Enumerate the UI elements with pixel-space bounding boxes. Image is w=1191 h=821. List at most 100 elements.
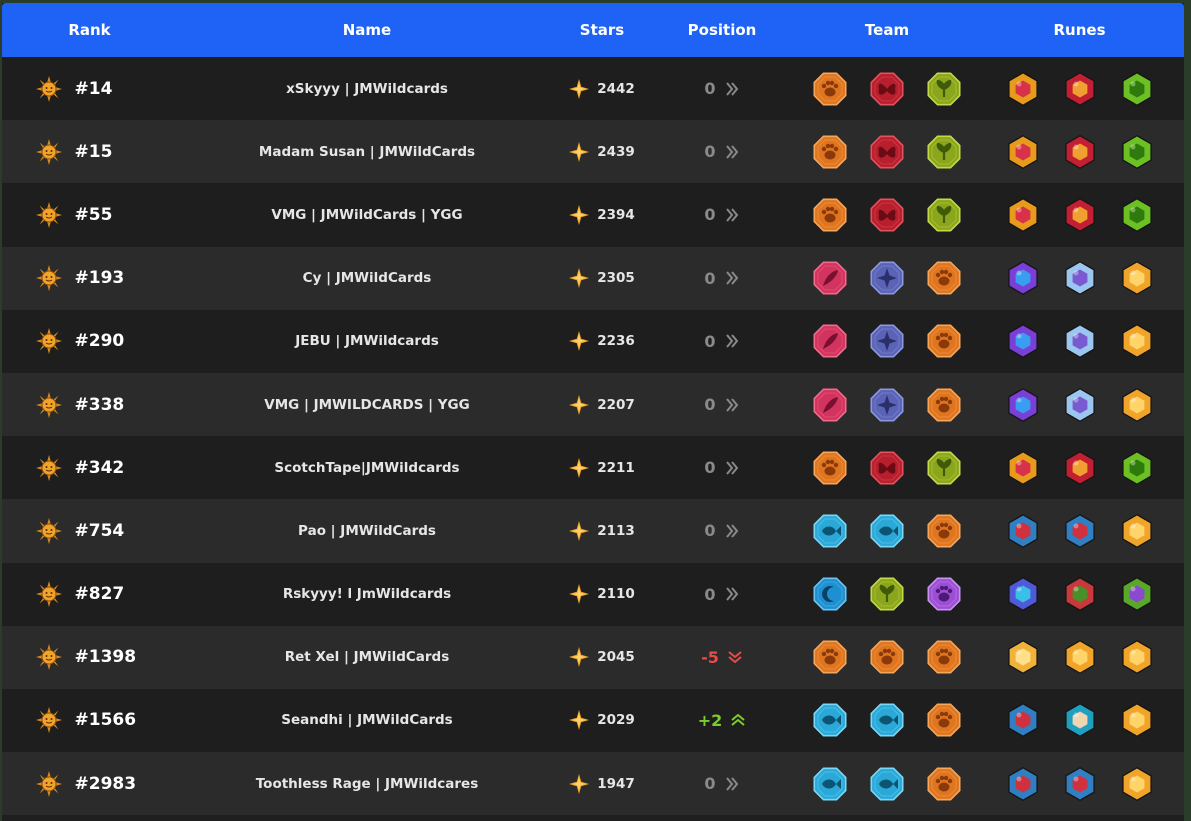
gold-honeycomb-rune-icon xyxy=(1121,387,1152,422)
team-badges xyxy=(812,639,962,675)
fish-icon xyxy=(870,767,904,801)
position-change: 0 xyxy=(704,142,716,162)
rune-badges xyxy=(1005,576,1155,612)
team-cell xyxy=(797,387,977,423)
runes-cell xyxy=(977,450,1182,486)
position-change: -5 xyxy=(701,647,719,667)
stars-cell: 2045 xyxy=(557,647,647,668)
rune-badges xyxy=(1005,197,1155,233)
paw-icon xyxy=(927,324,961,358)
table-row[interactable]: #14 xSkyyy | JMWildcards 2442 0 xyxy=(2,57,1184,121)
player-name[interactable]: VMG | JMWildCards | YGG xyxy=(271,206,463,223)
paw-icon xyxy=(813,72,847,106)
rank-sun-icon xyxy=(35,644,62,671)
player-name[interactable]: Madam Susan | JMWildCards xyxy=(258,143,476,160)
header-rank: Rank xyxy=(68,21,111,39)
rank-number: #14 xyxy=(74,78,113,99)
table-row[interactable]: #827 Rskyyy! l JmWildcards 2110 0 xyxy=(2,562,1184,626)
player-name[interactable]: Ret Xel | JMWildCards xyxy=(284,649,450,666)
rune-badges xyxy=(1005,766,1155,802)
compass-icon xyxy=(870,324,904,358)
player-name[interactable]: JEBU | JMWildcards xyxy=(295,333,439,350)
chevron-right-double-icon xyxy=(725,587,738,601)
rank-number: #1566 xyxy=(74,710,137,731)
rank-sun-icon xyxy=(35,328,62,355)
position-wrap: 0 xyxy=(704,79,739,98)
blue-red-swirl-rune-icon xyxy=(1007,766,1038,801)
ghost-rune-icon xyxy=(1064,387,1095,422)
stars-wrap: 2045 xyxy=(569,647,635,668)
table-row[interactable]: #342 ScotchTape|JMWildcards 2211 0 xyxy=(2,436,1184,500)
position-change: +2 xyxy=(697,710,723,730)
stars-value: 2113 xyxy=(597,522,635,539)
team-cell xyxy=(797,134,977,170)
player-name[interactable]: Seandhi | JMWildCards xyxy=(281,712,453,729)
runes-cell xyxy=(977,134,1182,170)
compass-icon xyxy=(870,261,904,295)
stars-wrap: 2113 xyxy=(569,520,635,541)
rank-number: #2983 xyxy=(74,773,137,794)
blue-red-swirl-rune-icon xyxy=(1007,513,1038,548)
player-name[interactable]: Pao | JMWildCards xyxy=(298,522,436,539)
rank-wrap: #342 xyxy=(35,454,145,482)
name-cell: JEBU | JMWildcards xyxy=(177,333,557,349)
rank-cell: #342 xyxy=(2,454,177,482)
stars-value: 2236 xyxy=(597,333,635,350)
star-icon xyxy=(569,457,590,478)
green-gem-rune-icon xyxy=(1121,134,1152,169)
gold-red-rune-icon xyxy=(1007,197,1038,232)
position-wrap: 0 xyxy=(704,395,739,414)
rune-badges xyxy=(1005,71,1155,107)
table-row[interactable]: #2983 Toothless Rage | JMWildcares 1947 0 xyxy=(2,752,1184,816)
player-name[interactable]: Toothless Rage | JMWildcares xyxy=(255,775,479,792)
stars-wrap: 2236 xyxy=(569,331,635,352)
team-badges xyxy=(812,323,962,359)
team-badges xyxy=(812,197,962,233)
rank-cell: #754 xyxy=(2,517,177,545)
position-cell: 0 xyxy=(647,774,797,793)
sprout-icon xyxy=(927,451,961,485)
player-name[interactable]: Rskyyy! l JmWildcards xyxy=(282,586,452,603)
paw-icon xyxy=(927,767,961,801)
table-row[interactable]: #290 JEBU | JMWildcards 2236 0 xyxy=(2,309,1184,373)
player-name[interactable]: ScotchTape|JMWildcards xyxy=(274,459,460,476)
blue-red-swirl-rune-icon xyxy=(1007,703,1038,738)
position-wrap: +2 xyxy=(698,711,747,730)
runes-cell xyxy=(977,639,1182,675)
player-name[interactable]: Cy | JMWildCards xyxy=(302,270,432,287)
rune-badges xyxy=(1005,323,1155,359)
table-row[interactable]: #15 Madam Susan | JMWildCards 2439 0 xyxy=(2,120,1184,184)
table-row[interactable]: #193 Cy | JMWildCards 2305 0 xyxy=(2,246,1184,310)
rune-badges xyxy=(1005,134,1155,170)
player-name[interactable]: VMG | JMWILDCARDS | YGG xyxy=(264,396,470,413)
runes-cell xyxy=(977,576,1182,612)
red-stacks-rune-icon xyxy=(1064,71,1095,106)
table-row[interactable]: #1566 Seandhi | JMWildCards 2029 +2 xyxy=(2,688,1184,753)
fish-icon xyxy=(870,514,904,548)
team-badges xyxy=(812,260,962,296)
chevron-right-double-icon xyxy=(725,81,738,96)
player-name[interactable]: xSkyyy | JMWildcards xyxy=(286,80,448,97)
table-row[interactable]: #754 Pao | JMWildCards 2113 0 xyxy=(2,499,1184,563)
runes-cell xyxy=(977,513,1182,549)
table-row[interactable]: #55 VMG | JMWildCards | YGG 2394 0 xyxy=(2,183,1184,247)
purple-paw-icon xyxy=(927,577,961,611)
leaderboard-rows: #14 xSkyyy | JMWildcards 2442 0 #15 Madam Sus… xyxy=(2,57,1184,816)
butterfly-icon xyxy=(870,198,904,232)
stars-cell: 2207 xyxy=(557,394,647,415)
chevron-right-double-icon xyxy=(725,145,738,159)
rune-badges xyxy=(1005,639,1155,675)
table-row[interactable]: #338 VMG | JMWILDCARDS | YGG 2207 0 xyxy=(2,372,1184,437)
position-change: 0 xyxy=(704,331,716,351)
name-cell: Rskyyy! l JmWildcards xyxy=(177,586,557,602)
rank-cell: #827 xyxy=(2,580,177,608)
stars-cell: 1947 xyxy=(557,773,647,794)
table-row[interactable]: #1398 Ret Xel | JMWildCards 2045 -5 xyxy=(2,625,1184,689)
stars-value: 2439 xyxy=(597,143,635,160)
green-gem-rune-icon xyxy=(1121,450,1152,485)
star-icon xyxy=(569,773,590,794)
runes-cell xyxy=(977,702,1182,738)
feather-icon xyxy=(813,261,847,295)
rank-number: #754 xyxy=(74,520,125,541)
header-stars: Stars xyxy=(579,21,625,39)
